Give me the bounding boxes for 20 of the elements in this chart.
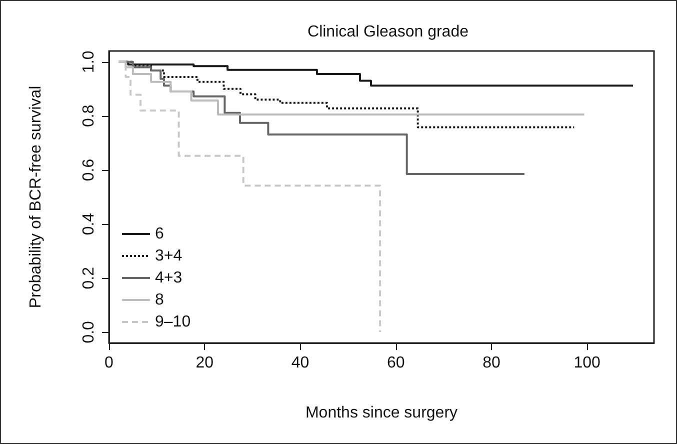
chart-title: Clinical Gleason grade bbox=[308, 24, 469, 40]
legend-label: 6 bbox=[155, 226, 164, 242]
legend-label: 4+3 bbox=[155, 270, 182, 286]
x-tick-label: 80 bbox=[482, 354, 500, 372]
x-tick-label: 20 bbox=[196, 354, 214, 372]
x-tick-label: 60 bbox=[386, 354, 405, 372]
legend-label: 9–10 bbox=[155, 314, 191, 330]
y-tick-label: 0.2 bbox=[80, 266, 98, 290]
x-tick-label: 100 bbox=[574, 354, 601, 372]
y-tick-label: 0.8 bbox=[80, 104, 98, 128]
y-tick-label: 0.4 bbox=[80, 212, 98, 236]
y-tick-label: 0.6 bbox=[80, 158, 98, 182]
x-tick-label: 0 bbox=[104, 354, 114, 372]
y-tick-label: 0.0 bbox=[80, 320, 98, 344]
legend-label: 8 bbox=[155, 292, 164, 308]
legend-label: 3+4 bbox=[155, 248, 182, 264]
y-tick-label: 1.0 bbox=[80, 50, 98, 73]
x-tick-label: 40 bbox=[291, 354, 310, 372]
x-axis-title: Months since surgery bbox=[305, 404, 458, 422]
y-axis-title: Probability of BCR-free survival bbox=[28, 86, 44, 308]
